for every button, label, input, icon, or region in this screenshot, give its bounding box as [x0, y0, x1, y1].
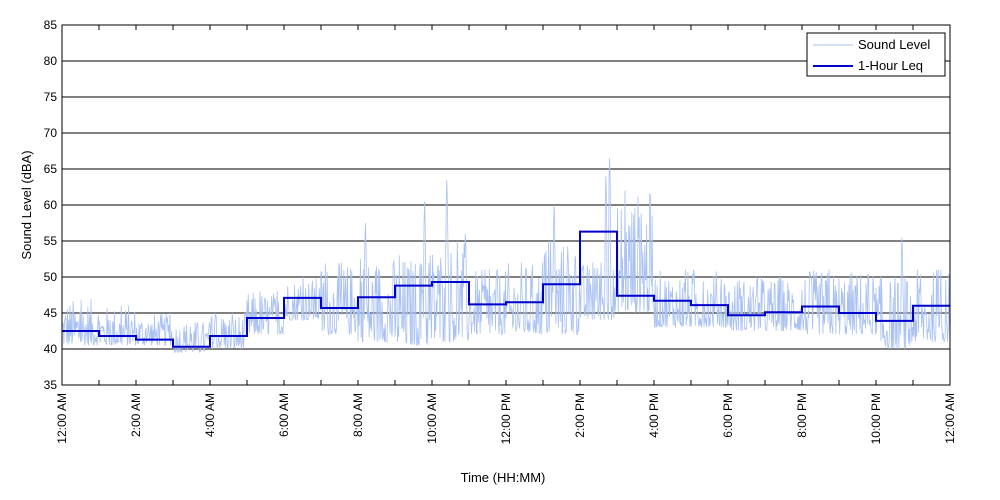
leq-step-line [62, 230, 950, 348]
legend: Sound Level 1-Hour Leq [806, 32, 946, 77]
y-tick-label: 60 [44, 198, 58, 212]
plot-frame [61, 24, 951, 386]
x-tick-label: 8:00 PM [795, 393, 809, 438]
y-tick-labels: 35 40 45 50 55 60 65 70 75 80 85 [44, 18, 58, 392]
y-tick-label: 50 [44, 270, 58, 284]
y-axis-title: Sound Level (dBA) [19, 150, 34, 259]
y-tick-label: 75 [44, 90, 58, 104]
x-tick-label: 10:00 PM [869, 393, 883, 444]
x-tick-label: 2:00 PM [573, 393, 587, 438]
x-tick-label: 10:00 AM [425, 393, 439, 444]
y-tick-label: 85 [44, 18, 58, 32]
legend-label-sound-level: Sound Level [858, 37, 930, 52]
x-tick-label: 8:00 AM [351, 393, 365, 437]
x-tick-label: 2:00 AM [129, 393, 143, 437]
x-tick-label: 12:00 AM [943, 393, 957, 444]
y-tick-label: 35 [44, 378, 58, 392]
x-tick-label: 6:00 AM [277, 393, 291, 437]
x-tick-labels: 12:00 AM 2:00 AM 4:00 AM 6:00 AM 8:00 AM 10:0… [55, 393, 957, 444]
legend-box [806, 32, 946, 77]
x-tick-label: 6:00 PM [721, 393, 735, 438]
y-tick-label: 70 [44, 126, 58, 140]
sound-level-line [61, 158, 951, 354]
x-tick-label: 4:00 AM [203, 393, 217, 437]
y-tick-label: 55 [44, 234, 58, 248]
x-tick-label: 4:00 PM [647, 393, 661, 438]
y-tick-label: 80 [44, 54, 58, 68]
x-tick-label: 12:00 PM [499, 393, 513, 444]
x-axis-title: Time (HH:MM) [461, 470, 546, 485]
legend-label-leq: 1-Hour Leq [858, 58, 923, 73]
y-tick-label: 45 [44, 306, 58, 320]
sound-level-series [61, 158, 951, 354]
x-tick-label: 12:00 AM [55, 393, 69, 444]
y-tick-label: 65 [44, 162, 58, 176]
leq-series [62, 230, 950, 348]
y-tick-label: 40 [44, 342, 58, 356]
